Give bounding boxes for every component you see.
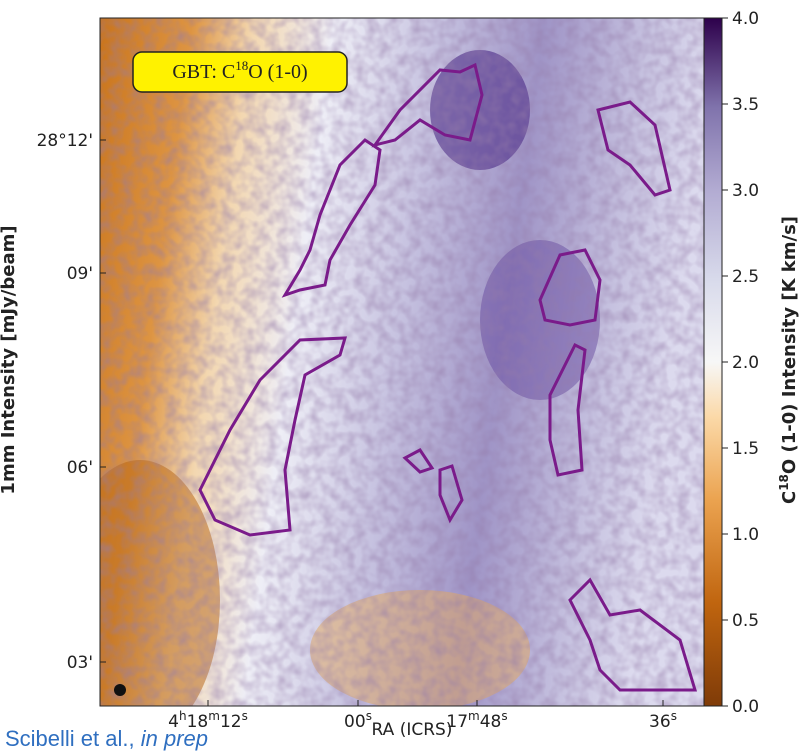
colorbar-tick-label: 0.0 [732,697,759,717]
colorbar-tick-label: 0.5 [732,611,759,631]
x-tick-part: 12 [220,712,242,732]
x-axis-label: RA (ICRS) [372,720,453,740]
contour [281,138,382,298]
colorbar-tick-label: 2.5 [732,267,759,287]
y-tick-label: 28°12' [37,131,93,151]
colorbar-tick-label: 3.5 [732,95,759,115]
label-box-text: GBT: C18O (1-0) [172,58,307,83]
label-sup: 18 [235,58,248,73]
beam-marker [114,684,126,696]
x-tick-label: 4h18m12s [168,709,248,732]
contour [548,342,587,477]
x-tick-sup: m [468,709,480,723]
contour [402,448,435,474]
colorbar-tick-label: 1.0 [732,525,759,545]
x-tick-part: 36 [649,712,671,732]
x-tick-part: 18 [187,712,209,732]
x-tick-sup: h [179,709,187,723]
label-part: O (1-0) [248,61,307,83]
colorbar-label-part: O (1-0) Intensity [K km/s] [779,216,800,474]
x-tick-label: 17m48s [446,709,507,732]
contour [438,464,464,524]
credit-italic: in prep [141,726,208,751]
colorbar-tick-label: 2.0 [732,353,759,373]
contour [371,62,484,148]
map-noise [100,18,704,706]
contour [568,577,698,692]
contour [538,248,602,327]
x-tick-part: 48 [480,712,502,732]
y-axis-label: 1mm Intensity [mJy/beam] [0,225,19,494]
colorbar-tick-label: 1.5 [732,439,759,459]
credit-text: Scibelli et al., [5,726,141,751]
colorbar-label-part: C [779,491,800,504]
contour [596,100,672,197]
y-tick-label: 09' [67,264,93,284]
x-tick-sup: s [671,709,677,723]
label-part: GBT: C [172,61,235,83]
x-tick-sup: s [366,709,372,723]
x-tick-part: 00 [344,712,366,732]
contour [198,336,348,537]
y-tick-label: 06' [67,458,93,478]
colorbar-tick-label: 4.0 [732,9,759,29]
x-tick-label: 00s [344,709,372,732]
colorbar-tick-label: 3.0 [732,181,759,201]
credit: Scibelli et al., in prep [5,726,208,751]
contours [198,62,698,692]
label-box [132,51,348,93]
colorbar-label: C18O (1-0) Intensity [K km/s] [777,216,800,504]
colorbar [703,17,723,707]
map-image [100,18,704,706]
x-tick-part: 4 [168,712,179,732]
colorbar-label-text: C18O (1-0) Intensity [K km/s] [777,216,800,504]
colorbar-label-sup: 18 [777,474,791,491]
x-tick-sup: s [501,709,507,723]
x-tick-part: 17 [446,712,468,732]
x-tick-sup: m [208,709,220,723]
y-tick-label: 03' [67,653,93,673]
x-tick-sup: s [242,709,248,723]
x-tick-label: 36s [649,709,677,732]
